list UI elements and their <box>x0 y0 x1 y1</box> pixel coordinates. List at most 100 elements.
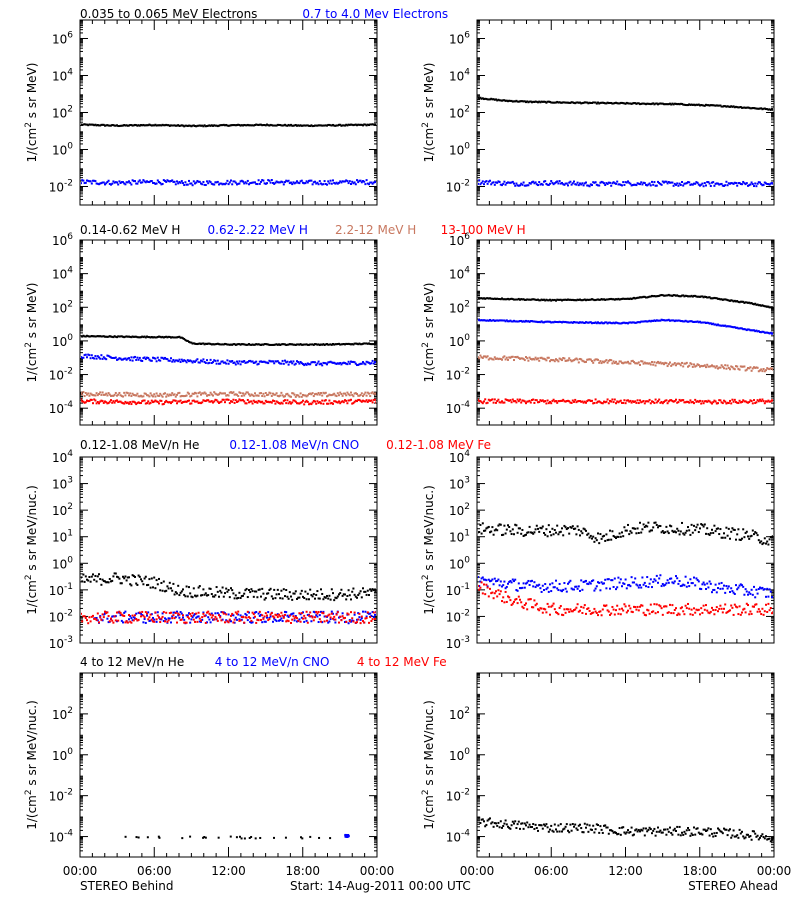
data-point <box>350 360 352 363</box>
data-point <box>702 296 705 299</box>
data-point <box>150 394 153 397</box>
data-point <box>266 361 268 364</box>
data-point <box>658 294 661 297</box>
data-point <box>647 296 650 299</box>
data-point <box>279 362 282 365</box>
data-point <box>81 398 82 401</box>
data-point <box>667 363 670 366</box>
data-point <box>699 184 701 187</box>
data-point <box>696 363 699 366</box>
data-point <box>505 398 508 401</box>
data-point <box>717 402 719 405</box>
data-point <box>756 182 759 185</box>
data-point <box>544 180 547 183</box>
data-point <box>150 613 153 616</box>
data-point <box>166 585 169 588</box>
data-point <box>118 610 121 613</box>
data-point <box>593 181 596 184</box>
data-point <box>260 618 262 621</box>
data-point <box>366 400 369 403</box>
data-point <box>141 335 144 338</box>
data-point <box>498 357 501 360</box>
data-point <box>711 297 713 300</box>
data-point <box>192 124 195 127</box>
data-point <box>204 592 207 595</box>
data-point <box>212 343 214 346</box>
data-point <box>513 182 515 185</box>
data-point <box>533 401 536 404</box>
data-point <box>591 184 593 187</box>
data-point <box>201 401 204 404</box>
data-point <box>360 617 363 620</box>
data-point <box>713 323 716 326</box>
data-point <box>479 183 482 186</box>
data-point <box>510 401 513 404</box>
data-point <box>350 611 352 614</box>
data-point <box>186 391 189 394</box>
data-point <box>625 101 628 104</box>
data-point <box>173 611 176 614</box>
data-point <box>534 100 537 103</box>
data-point <box>766 305 769 308</box>
data-point <box>576 101 579 104</box>
data-point <box>275 593 278 596</box>
data-point <box>745 329 748 332</box>
data-point <box>266 123 268 126</box>
data-point <box>610 322 613 325</box>
data-point <box>558 298 561 301</box>
data-point <box>255 590 258 593</box>
data-point <box>606 361 609 364</box>
data-point <box>772 109 773 112</box>
data-point <box>719 183 722 186</box>
data-point <box>160 394 163 397</box>
data-point <box>323 124 326 127</box>
data-point <box>552 321 555 324</box>
data-point <box>269 613 272 616</box>
data-point <box>212 401 214 404</box>
data-point <box>155 620 158 623</box>
data-point <box>137 574 140 577</box>
data-point <box>281 402 284 405</box>
data-point <box>268 391 271 394</box>
data-point <box>546 356 549 359</box>
data-point <box>507 297 509 300</box>
data-point <box>300 589 303 592</box>
data-point <box>669 294 671 297</box>
data-point <box>332 617 334 620</box>
data-point <box>519 298 521 301</box>
data-point <box>593 101 596 104</box>
data-point <box>147 611 150 614</box>
data-point <box>237 123 240 126</box>
data-point <box>747 301 749 304</box>
data-point <box>255 400 258 403</box>
data-point <box>556 401 559 404</box>
y-tick-label: 10-4 <box>49 400 74 416</box>
data-point <box>316 400 319 403</box>
data-point <box>353 400 356 403</box>
data-point <box>318 618 321 621</box>
data-point <box>312 399 315 402</box>
data-point <box>216 342 219 345</box>
data-point <box>687 181 689 184</box>
data-point <box>744 400 747 403</box>
data-point <box>725 105 728 108</box>
data-point <box>261 124 264 127</box>
data-point <box>509 356 512 359</box>
data-point <box>645 400 647 403</box>
data-point <box>754 366 757 369</box>
data-point <box>168 359 171 362</box>
data-point <box>543 321 545 324</box>
data-point <box>623 361 626 364</box>
data-point <box>90 615 93 618</box>
data-point <box>150 124 153 127</box>
data-point <box>748 301 751 304</box>
data-point <box>152 616 154 619</box>
data-point <box>230 124 232 127</box>
data-point <box>324 391 327 394</box>
data-point <box>574 299 577 302</box>
data-point <box>634 400 637 403</box>
data-point <box>93 617 96 620</box>
data-point <box>251 181 254 184</box>
data-point <box>87 179 90 182</box>
data-point <box>249 400 252 403</box>
